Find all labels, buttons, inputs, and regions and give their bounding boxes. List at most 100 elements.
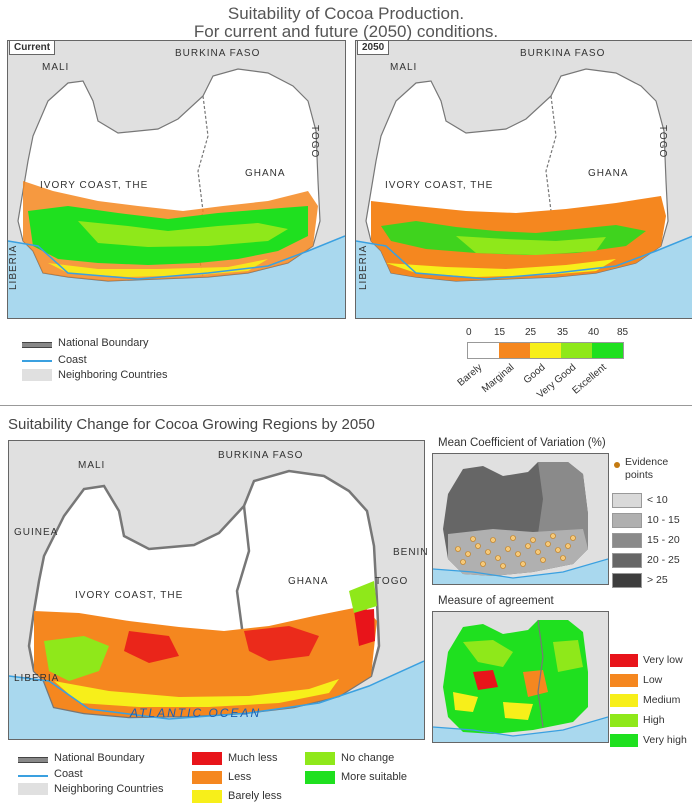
cv-swatch (612, 552, 642, 568)
agreement-legend-row: Very high (610, 730, 687, 750)
label-ghana-2050: GHANA (588, 168, 629, 179)
title-line-2: For current and future (2050) conditions… (193, 22, 499, 41)
cv-evidence-points (455, 533, 576, 569)
cv-legend-label: 15 - 20 (647, 534, 680, 546)
scale-segment (499, 343, 530, 358)
legend-neighbor-swatch (22, 369, 52, 381)
title-line-1: Suitability of Cocoa Production. (227, 4, 465, 23)
map-cv (432, 453, 609, 585)
legend2-national-label: National Boundary (54, 752, 145, 764)
cv-swatch (612, 492, 642, 508)
evidence-label: Evidence points (625, 456, 669, 481)
change-label: Much less (228, 752, 278, 764)
scale-tick: 25 (525, 327, 537, 338)
map-current (7, 40, 346, 319)
change-label: More suitable (341, 771, 408, 783)
label-ghana-change: GHANA (288, 576, 329, 587)
scale-tick: 85 (617, 327, 629, 338)
agreement-legend-label: Very high (643, 734, 687, 746)
scale-label: Excellent (570, 362, 610, 397)
scale-ticks: 0 15 25 35 40 85 (462, 327, 632, 343)
legend2-neighbor-label: Neighboring Countries (54, 783, 164, 795)
legend2-coast-line (18, 775, 48, 777)
agreement-legend-label: Medium (643, 694, 681, 706)
map-agreement-svg (433, 612, 608, 742)
agreement-swatch (610, 693, 638, 707)
cv-legend-label: 20 - 25 (647, 554, 680, 566)
legend2-neighbor-swatch (18, 783, 48, 795)
agreement-swatch (610, 733, 638, 747)
map-change-svg (9, 441, 424, 739)
agreement-legend-row: Low (610, 670, 687, 690)
change-swatch (192, 790, 222, 803)
scale-bar (467, 342, 624, 359)
label-ocean: ATLANTIC OCEAN (130, 706, 262, 720)
cv-swatch (612, 512, 642, 528)
label-togo-change: TOGO (375, 576, 409, 587)
label-liberia-2050: LIBERIA (358, 244, 369, 290)
scale-segment (561, 343, 592, 358)
cv-legend-row: 15 - 20 (612, 530, 680, 550)
label-togo-2050: TOGO (657, 125, 668, 159)
scale-tick: 0 (466, 327, 472, 338)
agreement-legend-label: Very low (643, 654, 683, 666)
agreement-legend-label: Low (643, 674, 663, 686)
label-guinea-change: GUINEA (14, 527, 59, 538)
change-label: Less (228, 771, 252, 783)
label-ivory: IVORY COAST, THE (40, 180, 149, 191)
label-burkina-change: BURKINA FASO (218, 450, 304, 461)
scale-segment (592, 343, 623, 358)
legend-coast-label: Coast (58, 354, 87, 366)
cv-legend-label: < 10 (647, 494, 668, 506)
map-2050 (355, 40, 692, 319)
legend-coast-line (22, 360, 52, 362)
change-label: Barely less (228, 790, 282, 802)
agreement-swatch (610, 713, 638, 727)
label-togo: TOGO (309, 125, 320, 159)
cv-legend-row: < 10 (612, 490, 680, 510)
scale-label: Marginal (479, 362, 517, 396)
scale-label: Barely (455, 362, 485, 389)
scale-tick: 35 (557, 327, 569, 338)
legend-neighbor-label: Neighboring Countries (58, 369, 168, 381)
legend-national-line (22, 342, 52, 348)
label-benin-change: BENIN (393, 547, 429, 558)
legend-national-label: National Boundary (58, 337, 149, 349)
panel-tag-2050: 2050 (357, 40, 390, 55)
map-current-svg (8, 41, 345, 318)
cv-swatch (612, 532, 642, 548)
scale-segment (468, 343, 499, 358)
change-swatch (192, 752, 222, 765)
cv-legend-row: 20 - 25 (612, 550, 680, 570)
agreement-swatch (610, 653, 638, 667)
map-change (8, 440, 425, 740)
legend2-coast-label: Coast (54, 768, 83, 780)
label-ivory-change: IVORY COAST, THE (75, 590, 184, 601)
change-swatch (192, 771, 222, 784)
agreement-legend: Very low Low Medium High Very high (610, 650, 687, 750)
agreement-title: Measure of agreement (438, 595, 554, 607)
label-mali-2050: MALI (390, 62, 418, 73)
scale-tick: 15 (494, 327, 506, 338)
cv-swatch (612, 572, 642, 588)
cv-legend-row: 10 - 15 (612, 510, 680, 530)
label-ghana: GHANA (245, 168, 286, 179)
label-liberia: LIBERIA (8, 244, 19, 290)
map-agreement (432, 611, 609, 743)
panel-tag-current: Current (9, 40, 56, 55)
agreement-legend-row: Very low (610, 650, 687, 670)
cv-legend-label: > 25 (647, 574, 668, 586)
map-2050-svg (356, 41, 692, 318)
cv-title: Mean Coefficient of Variation (%) (438, 437, 606, 449)
label-mali: MALI (42, 62, 70, 73)
agreement-legend-label: High (643, 714, 665, 726)
agreement-swatch (610, 673, 638, 687)
scale-label: Good (521, 362, 548, 387)
label-mali-change: MALI (78, 460, 106, 471)
legend2-national-line (18, 757, 48, 763)
agreement-legend-row: High (610, 710, 687, 730)
change-swatch (305, 771, 335, 784)
evidence-point-icon (614, 462, 620, 468)
section-divider (0, 405, 692, 406)
map-cv-svg (433, 454, 608, 584)
